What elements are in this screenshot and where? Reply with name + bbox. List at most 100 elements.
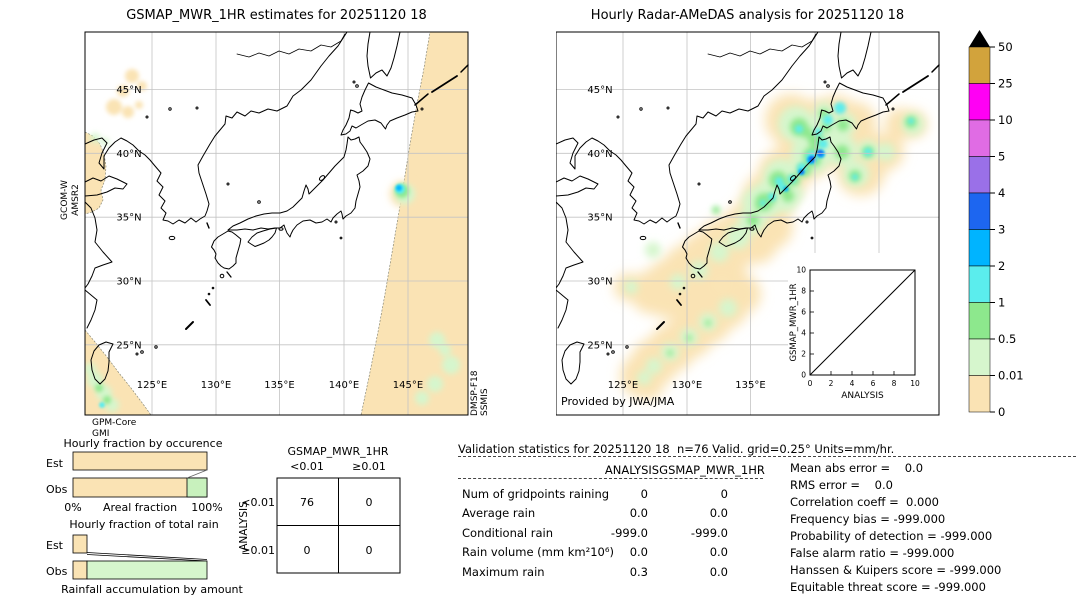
colorbar-label: 1 (998, 296, 1005, 310)
colorbar-label: 3 (998, 223, 1005, 237)
sensor-dmsp-label: DMSP-F18 (470, 370, 480, 416)
lon-label: 145°E (393, 380, 423, 391)
stats-score-line: Probability of detection = -999.000 (790, 529, 993, 543)
colorbar-seg (968, 192, 991, 230)
left-map-overlays (85, 32, 468, 415)
colorbar-label: 0 (998, 405, 1005, 419)
areal-100pct-label: 100% (191, 501, 222, 514)
accumulation-obs-label: Obs (46, 565, 68, 578)
stats-row-label: Rain volume (mm km²10⁶) (462, 545, 614, 559)
tick-label: 8 (892, 379, 897, 388)
colorbar-seg (968, 265, 991, 303)
one-to-one-line (809, 269, 916, 376)
stats-row-label: Average rain (462, 506, 536, 520)
colorbar-labels: 50 25 10 5 4 3 2 1 0.5 0.01 0 (998, 40, 1024, 419)
colorbar-segments (968, 46, 991, 413)
inset-xtick-labels: 0 2 4 6 8 10 (808, 379, 920, 388)
inset-axes-box (809, 269, 916, 376)
tick-label: 10 (796, 266, 806, 275)
contingency-cell: 0 (366, 496, 373, 509)
colorbar-label: 25 (998, 77, 1013, 91)
colorbar-seg (968, 375, 991, 413)
stats-row-gsmap-value: 0.0 (709, 506, 728, 520)
stats-row-analysis-value: 0.0 (629, 506, 648, 520)
occurrence-obs-label: Obs (46, 483, 68, 496)
contingency-cell: 0 (366, 544, 373, 557)
fraction-charts: Hourly fraction by occurence Est Obs 0% … (46, 437, 244, 596)
stats-divider (458, 478, 763, 479)
colorbar-label: 4 (998, 186, 1005, 200)
radar-cyan (760, 102, 914, 206)
stats-row-analysis-value: 0.0 (629, 545, 648, 559)
areal-fraction-label: Areal fraction (103, 501, 177, 514)
colorbar-label: 0.5 (998, 332, 1016, 346)
tick-label: 2 (829, 379, 834, 388)
stats-row-label: Num of gridpoints raining (462, 487, 610, 501)
tick-label: 0 (808, 379, 813, 388)
stats-score-line: RMS error = 0.0 (790, 478, 893, 492)
tick-label: 10 (910, 379, 920, 388)
lon-label: 140°E (329, 380, 359, 391)
accumulation-obs-green-segment (86, 560, 208, 580)
right-lon-labels: 125°E 130°E 135°E (608, 380, 766, 391)
areal-0pct-label: 0% (64, 501, 81, 514)
sensor-ssmis-label: SSMIS (480, 388, 490, 416)
tick-label: 6 (871, 379, 876, 388)
sensor-gpmcore-label: GPM-Core (92, 418, 137, 428)
occurrence-connector-line (186, 469, 208, 479)
lon-label: 135°E (264, 380, 294, 391)
stats-score-line: Hanssen & Kuipers score = -999.000 (790, 563, 1002, 577)
accumulation-obs-peach-segment (72, 560, 88, 580)
contingency-row-title: ANALYSIS (238, 501, 250, 551)
colorbar-label: 0.01 (998, 369, 1024, 383)
occurrence-est-label: Est (46, 457, 64, 470)
left-map-frame (84, 31, 469, 416)
stats-row-gsmap-value: 0.0 (709, 545, 728, 559)
colorbar-seg (968, 119, 991, 157)
tick-label: 4 (850, 379, 855, 388)
occurrence-title: Hourly fraction by occurence (64, 437, 223, 450)
tick-label: 6 (801, 308, 806, 317)
contingency-col-title: GSMAP_MWR_1HR (287, 445, 388, 458)
colorbar-seg (968, 46, 991, 84)
inset-ytick-labels: 0 2 4 6 8 10 (796, 266, 806, 380)
contingency-col-label: ≥0.01 (352, 460, 386, 473)
stats-score-line: False alarm ratio = -999.000 (790, 546, 955, 560)
sensor-labels: GCOM-W AMSR2 GPM-Core GMI DMSP-F18 SSMIS (60, 180, 490, 439)
colorbar-label: 2 (998, 259, 1005, 273)
right-map-overlays (614, 94, 927, 400)
accumulation-title: Hourly fraction of total rain (69, 518, 218, 531)
credit-label: Provided by JWA/JMA (561, 395, 675, 408)
colorbar: 50 25 10 5 4 3 2 1 0.5 0.01 0 (968, 30, 1024, 419)
stats-row-analysis-value: 0 (640, 487, 648, 501)
stats-score-line: Equitable threat score = -999.000 (790, 580, 986, 594)
radar-blue (800, 150, 823, 174)
right-map-title: Hourly Radar-AMeDAS analysis for 2025112… (590, 8, 905, 23)
stats-col-header-gsmap: GSMAP_MWR_1HR (659, 463, 765, 477)
sensor-amsr2-label: AMSR2 (71, 184, 81, 216)
stats-score-line: Frequency bias = -999.000 (790, 512, 946, 526)
colorbar-seg (968, 229, 991, 267)
stats-score-line: Mean abs error = 0.0 (790, 461, 924, 475)
scatter-inset: 0 2 4 6 8 10 0 2 4 6 8 10 ANALYSIS GSMAP… (788, 253, 939, 415)
accumulation-connector-line (86, 554, 208, 562)
contingency-col-label: <0.01 (290, 460, 324, 473)
accumulation-est-label: Est (46, 539, 64, 552)
colorbar-seg (968, 338, 991, 376)
inset-yaxis-label: GSMAP_MWR_1HR (789, 283, 799, 361)
colorbar-label: 5 (998, 150, 1005, 164)
sensor-gmi-label: GMI (92, 429, 109, 439)
colorbar-overflow-arrow (969, 30, 990, 47)
lon-label: 130°E (672, 380, 702, 391)
stats-col-header-analysis: ANALYSIS (604, 463, 660, 477)
stats-row-label: Conditional rain (462, 526, 554, 540)
inset-xaxis-label: ANALYSIS (841, 391, 884, 401)
accumulation-connector-line (86, 552, 208, 560)
lon-label: 125°E (608, 380, 638, 391)
colorbar-seg (968, 83, 991, 121)
stats-row-gsmap-value: 0.0 (709, 565, 728, 579)
tick-label: 4 (801, 329, 806, 338)
right-map: 125°E 130°E 135°E Provided by JWA/JMA 0 … (556, 31, 940, 416)
colorbar-tickmarks (990, 46, 995, 413)
